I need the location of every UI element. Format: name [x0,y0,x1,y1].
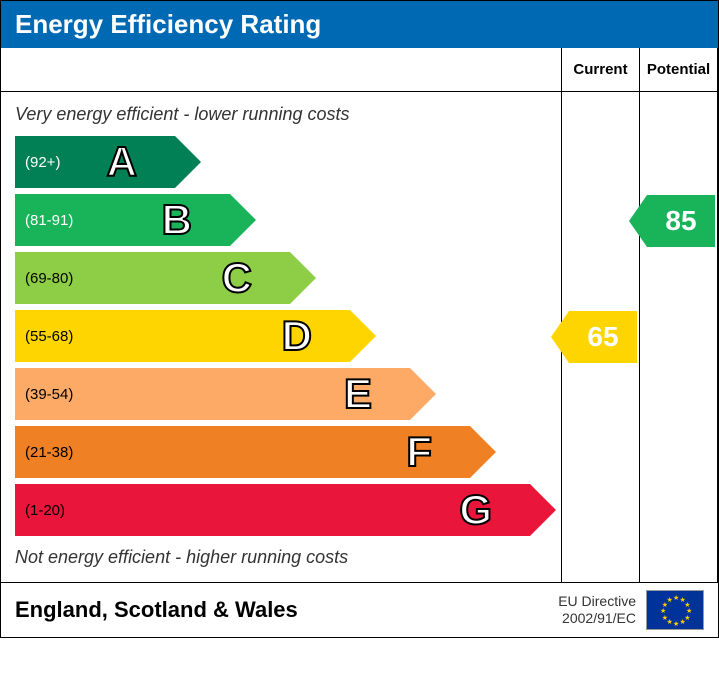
bar-row-b: (81-91) B [1,191,561,249]
score-chevron-current [551,311,569,363]
bar-arrow-a [175,136,201,188]
potential-column: Potential 85 [640,48,718,582]
title-bar: Energy Efficiency Rating [1,1,718,48]
directive-line1: EU Directive [558,593,636,609]
potential-header-label: Potential [647,61,710,78]
current-header-label: Current [573,61,627,78]
caption-bottom: Not energy efficient - higher running co… [1,539,561,574]
current-column: Current 65 [562,48,640,582]
bar-row-c: (69-80) C [1,249,561,307]
bars-column: Very energy efficient - lower running co… [1,48,562,582]
bar-row-g: (1-20) G [1,481,561,539]
potential-header: Potential [640,48,717,92]
bar-arrow-f [470,426,496,478]
potential-body: 85 [640,92,717,562]
bar-e: (39-54) E [15,368,410,420]
bar-arrow-c [290,252,316,304]
bar-range-e: (39-54) [15,386,73,403]
chart-area: Very energy efficient - lower running co… [1,48,718,583]
bars-body: Very energy efficient - lower running co… [1,92,561,582]
bar-range-c: (69-80) [15,270,73,287]
bar-g: (1-20) G [15,484,530,536]
bar-f: (21-38) F [15,426,470,478]
bar-row-f: (21-38) F [1,423,561,481]
footer-region: England, Scotland & Wales [15,597,558,623]
bar-letter-e: E [344,370,372,418]
footer-directive: EU Directive 2002/91/EC [558,593,636,627]
score-marker-current: 65 [569,311,637,363]
bar-range-d: (55-68) [15,328,73,345]
title-text: Energy Efficiency Rating [15,9,321,39]
bars-header-empty [1,48,561,92]
score-chevron-potential [629,195,647,247]
caption-top: Very energy efficient - lower running co… [1,100,561,133]
bar-d: (55-68) D [15,310,350,362]
eu-star: ★ [667,596,673,604]
bar-letter-a: A [107,138,137,186]
bar-b: (81-91) B [15,194,230,246]
current-header: Current [562,48,639,92]
eu-flag-icon: ★★★★★★★★★★★★ [646,590,704,630]
bar-letter-c: C [222,254,252,302]
bar-letter-f: F [406,428,432,476]
score-value-current: 65 [587,321,618,353]
bar-row-a: (92+) A [1,133,561,191]
bar-a: (92+) A [15,136,175,188]
bar-letter-g: G [459,486,492,534]
bar-letter-b: B [162,196,192,244]
score-marker-potential: 85 [647,195,715,247]
bar-range-g: (1-20) [15,502,65,519]
directive-line2: 2002/91/EC [562,610,636,626]
bar-letter-d: D [282,312,312,360]
bar-c: (69-80) C [15,252,290,304]
footer: England, Scotland & Wales EU Directive 2… [1,583,718,637]
bar-row-e: (39-54) E [1,365,561,423]
bar-arrow-d [350,310,376,362]
bar-range-a: (92+) [15,154,60,171]
bar-arrow-e [410,368,436,420]
bar-row-d: (55-68) D [1,307,561,365]
bar-arrow-b [230,194,256,246]
eu-star: ★ [673,620,679,628]
current-body: 65 [562,92,639,562]
eu-star: ★ [680,618,686,626]
score-value-potential: 85 [665,205,696,237]
bar-range-f: (21-38) [15,444,73,461]
bars-container: (92+) A (81-91) B (69-80) C (55-68) D (39-54) E (2… [1,133,561,539]
bar-range-b: (81-91) [15,212,73,229]
eu-star: ★ [673,594,679,602]
epc-container: Energy Efficiency Rating Very energy eff… [0,0,719,638]
bar-arrow-g [530,484,556,536]
